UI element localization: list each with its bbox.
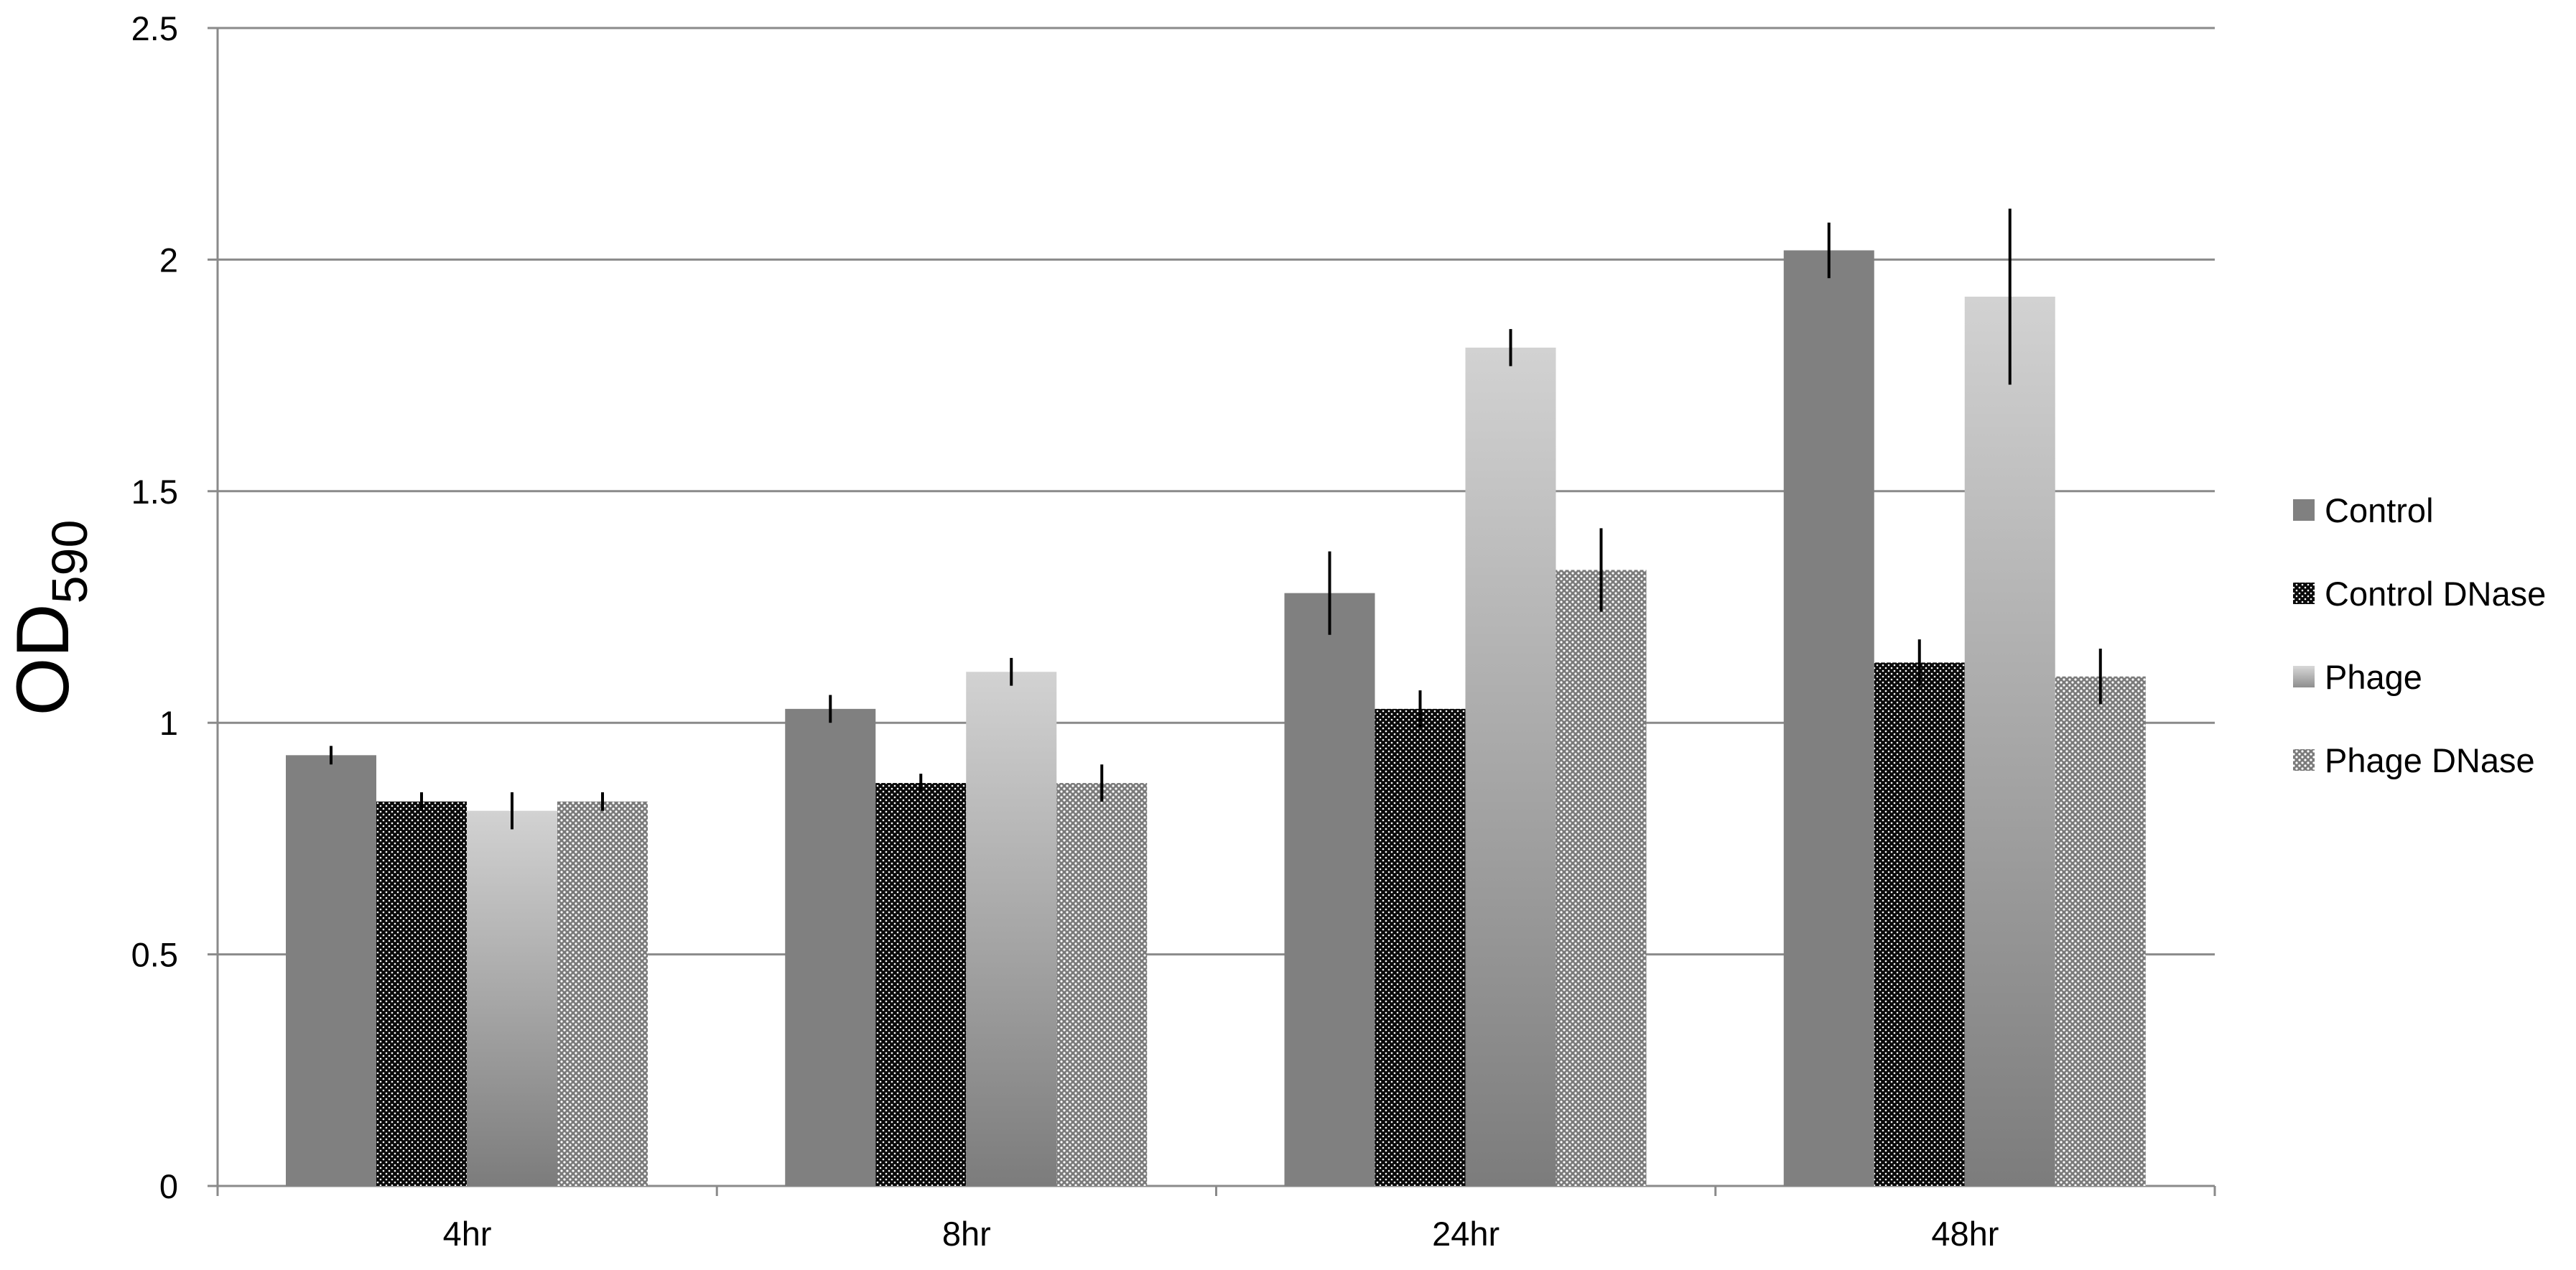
bar-phage <box>1465 347 1556 1186</box>
bar-control <box>286 755 376 1186</box>
y-tick-label: 2 <box>159 241 178 279</box>
x-tick-label: 8hr <box>942 1215 991 1253</box>
y-tick-label: 0.5 <box>131 936 178 974</box>
x-tick-labels: 4hr 8hr 24hr 48hr <box>443 1215 1999 1253</box>
error-bars <box>330 208 2102 830</box>
bar-phage <box>1964 296 2055 1186</box>
legend-swatch <box>2293 749 2315 771</box>
y-tick-label: 2.5 <box>131 9 178 47</box>
legend: Control Control DNase Phage Phage DNase <box>2293 491 2546 779</box>
bar-control <box>1284 593 1375 1186</box>
y-axis-label-subscript: 590 <box>42 520 98 604</box>
bar-phage-dnase <box>557 801 648 1186</box>
bar-phage-dnase <box>1056 783 1148 1186</box>
legend-label: Phage DNase <box>2325 741 2535 779</box>
legend-label: Phage <box>2325 658 2422 696</box>
x-tick-label: 48hr <box>1931 1215 1999 1253</box>
bar-control <box>785 708 876 1186</box>
legend-label: Control DNase <box>2325 575 2546 613</box>
y-tick-labels: 0 0.5 1 1.5 2 2.5 <box>131 9 178 1205</box>
x-tick-label: 24hr <box>1432 1215 1499 1253</box>
x-tick-label: 4hr <box>443 1215 492 1253</box>
legend-swatch <box>2293 583 2315 604</box>
legend-swatch <box>2293 666 2315 687</box>
bars <box>286 250 2146 1186</box>
y-tick-label: 0 <box>159 1167 178 1205</box>
bar-phage-dnase <box>2055 676 2146 1186</box>
y-axis-label: OD590 <box>1 520 98 716</box>
bar-phage <box>966 672 1057 1186</box>
bar-control <box>1783 250 1874 1186</box>
bar-phage-dnase <box>1556 570 1647 1186</box>
bar-control-dnase <box>875 783 967 1186</box>
bar-control-dnase <box>1874 662 1965 1186</box>
legend-label: Control <box>2325 491 2434 529</box>
y-axis-label-main: OD <box>1 603 85 715</box>
y-tick-label: 1 <box>159 704 178 742</box>
bar-control-dnase <box>1375 708 1466 1186</box>
y-tick-label: 1.5 <box>131 473 178 511</box>
bar-control-dnase <box>376 801 467 1186</box>
bar-phage <box>467 810 557 1186</box>
legend-swatch <box>2293 499 2315 521</box>
